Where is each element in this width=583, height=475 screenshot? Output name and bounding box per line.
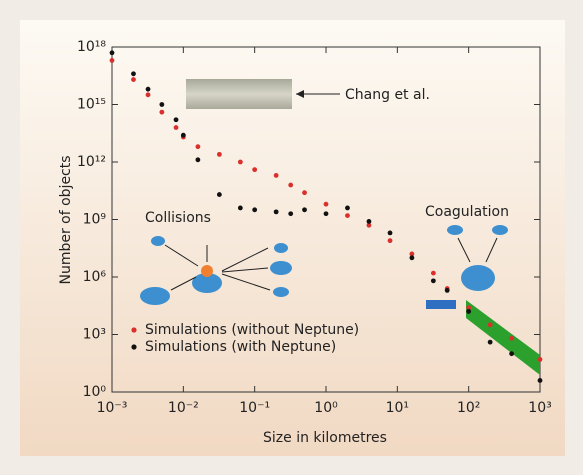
point: [345, 205, 350, 211]
arrow-head: [296, 90, 304, 98]
point: [131, 71, 136, 77]
y-axis-label: Number of objects: [58, 155, 74, 284]
y-tick-label: 10³: [83, 327, 106, 343]
annotation: Chang et al.: [345, 87, 430, 103]
point: [444, 287, 450, 293]
obs-band: [466, 300, 540, 375]
point: [173, 125, 179, 130]
point: [537, 378, 543, 383]
point: [288, 211, 294, 217]
point: [537, 357, 543, 362]
legend-marker: [131, 327, 137, 333]
point: [387, 230, 393, 236]
point: [302, 190, 307, 196]
y-tick-label: 10¹⁸: [77, 39, 106, 55]
x-tick-label: 10¹: [386, 400, 409, 416]
x-tick-label: 10²: [457, 400, 480, 416]
point: [366, 222, 372, 228]
point: [273, 209, 279, 215]
point: [216, 192, 222, 197]
point: [387, 238, 393, 244]
point: [323, 201, 329, 207]
collision-icon: [140, 236, 292, 305]
y-tick-label: 10⁰: [83, 384, 107, 400]
x-tick-label: 10⁻¹: [239, 400, 270, 416]
point: [288, 182, 294, 188]
point: [509, 351, 515, 357]
point: [252, 167, 258, 173]
point: [409, 251, 415, 257]
point: [145, 92, 151, 98]
point: [430, 270, 436, 276]
panel: [20, 20, 565, 456]
point: [237, 205, 243, 211]
x-tick-label: 10⁻³: [97, 400, 128, 416]
annotation: Collisions: [145, 210, 211, 226]
x-tick-label: 10⁰: [314, 400, 338, 416]
point: [409, 255, 415, 261]
point: [195, 144, 201, 150]
point: [173, 117, 179, 123]
annotation: Coagulation: [425, 204, 509, 220]
obs-box: [426, 300, 456, 309]
point: [345, 213, 350, 218]
coagulation-icon: [447, 225, 508, 291]
point: [237, 159, 243, 165]
point: [487, 322, 493, 328]
y-tick-label: 10⁶: [83, 269, 107, 285]
x-tick-label: 10⁻²: [168, 400, 199, 416]
point: [159, 102, 165, 107]
point: [302, 207, 307, 213]
point: [180, 132, 186, 138]
point: [509, 335, 515, 341]
y-tick-label: 10¹⁵: [77, 97, 106, 113]
point: [216, 151, 222, 157]
y-tick-label: 10⁹: [83, 212, 107, 228]
x-axis-label: Size in kilometres: [263, 430, 387, 446]
point: [273, 172, 279, 178]
point: [466, 305, 472, 311]
legend-marker: [131, 344, 137, 350]
point: [145, 86, 151, 92]
point: [131, 77, 136, 82]
point: [109, 50, 115, 56]
chang-box: [186, 79, 292, 109]
point: [195, 157, 201, 163]
point: [430, 278, 436, 284]
y-tick-label: 10¹²: [77, 154, 106, 170]
point: [366, 219, 372, 224]
x-tick-label: 10³: [528, 400, 551, 416]
point: [252, 207, 258, 213]
legend-label: Simulations (without Neptune): [145, 322, 359, 338]
point: [487, 339, 493, 345]
point: [109, 57, 115, 63]
point: [466, 309, 472, 314]
legend-label: Simulations (with Neptune): [145, 339, 336, 355]
point: [323, 211, 329, 217]
point: [159, 109, 165, 115]
